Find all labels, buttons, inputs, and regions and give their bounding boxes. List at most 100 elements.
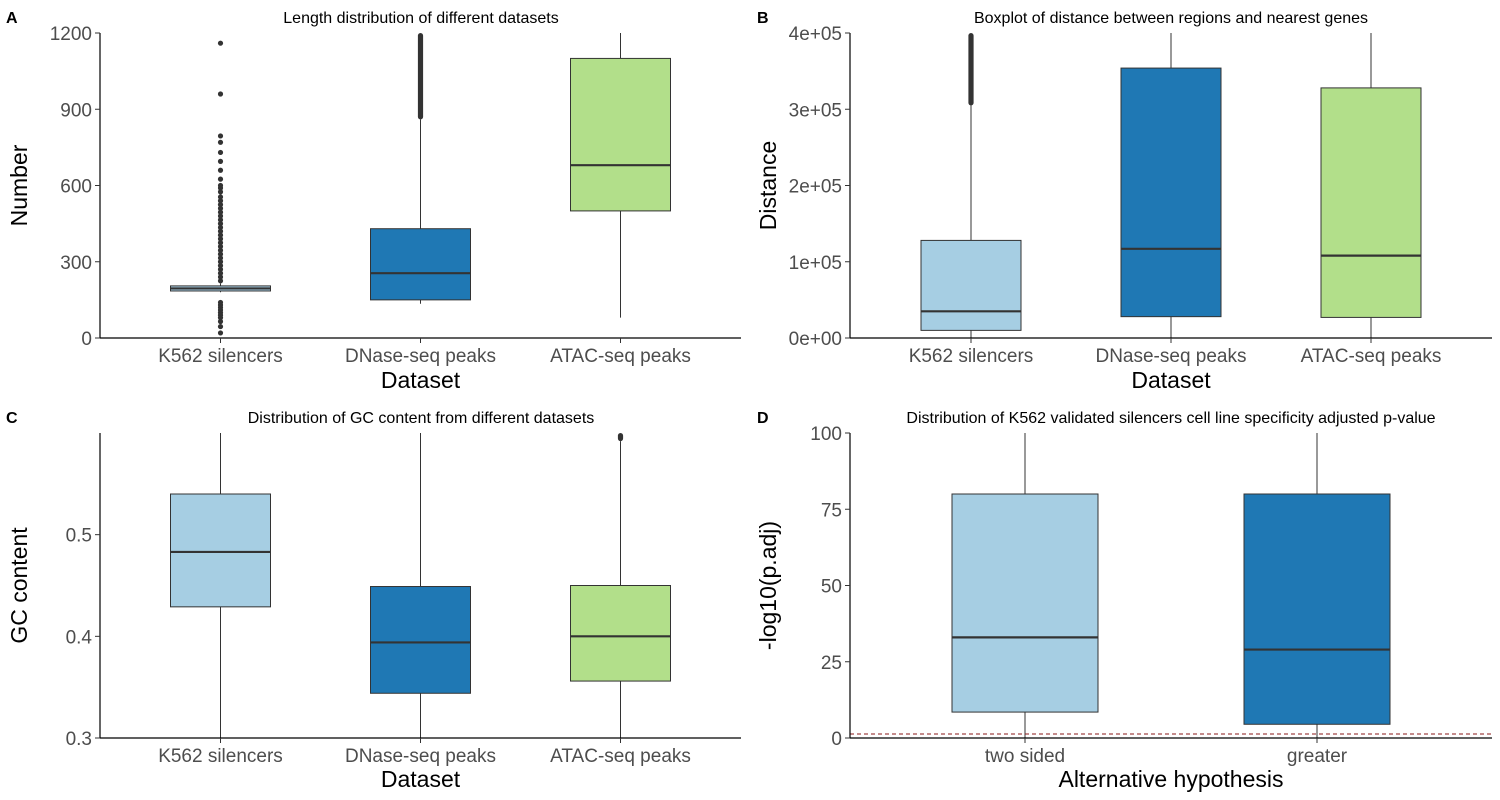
panel-letter: D	[757, 410, 769, 427]
outlier-point	[217, 176, 224, 182]
x-tick-label: DNase-seq peaks	[345, 746, 496, 767]
chart-title: Boxplot of distance between regions and …	[974, 10, 1368, 27]
x-axis-title: Dataset	[381, 766, 461, 792]
outlier-point	[217, 91, 224, 97]
y-tick-label: 0.5	[66, 526, 92, 547]
outlier-point	[217, 330, 224, 336]
y-tick-label: 0	[81, 329, 92, 350]
box-0	[951, 433, 1099, 738]
x-tick-label: greater	[1287, 746, 1348, 767]
box-1	[1120, 33, 1222, 338]
outlier-point	[217, 255, 224, 261]
y-axis-title: Distance	[755, 141, 781, 230]
box-0	[170, 40, 271, 336]
y-tick-label: 100	[810, 424, 842, 445]
outlier-point	[217, 149, 224, 156]
x-tick-label: K562 silencers	[158, 346, 283, 367]
y-tick-label: 4e+05	[789, 24, 842, 45]
outlier-point	[217, 205, 224, 211]
outlier-point	[217, 182, 224, 189]
outlier-point	[217, 224, 224, 231]
y-tick-label: 3e+05	[789, 100, 842, 121]
chart-title: Length distribution of different dataset…	[283, 10, 558, 27]
outlier-point	[217, 299, 224, 306]
outlier-point	[217, 201, 224, 208]
y-axis-title: Number	[6, 144, 32, 226]
x-tick-label: ATAC-seq peaks	[550, 746, 691, 767]
box-body	[1320, 87, 1422, 318]
box-body	[370, 228, 471, 301]
y-tick-label: 1e+05	[789, 253, 842, 274]
outlier-point	[217, 167, 224, 173]
panel-letter: B	[757, 10, 769, 27]
y-tick-label: 0	[831, 729, 842, 750]
y-tick-label: 300	[60, 253, 92, 274]
box-0	[170, 433, 271, 738]
outlier-band	[968, 33, 974, 106]
outlier-point	[217, 40, 224, 46]
x-tick-label: K562 silencers	[158, 746, 283, 767]
outlier-point	[217, 266, 224, 272]
box-body	[920, 239, 1022, 331]
outlier-point	[217, 221, 224, 227]
outlier-point	[217, 243, 224, 250]
chart-title: Distribution of GC content from differen…	[248, 410, 595, 427]
y-tick-label: 2e+05	[789, 177, 842, 198]
outlier-point	[217, 323, 224, 330]
outlier-point	[217, 240, 224, 246]
box-body	[1243, 493, 1391, 725]
y-tick-label: 0.4	[66, 627, 93, 648]
box-1	[370, 33, 471, 304]
x-tick-label: two sided	[985, 746, 1065, 767]
y-tick-label: 1200	[50, 24, 92, 45]
box-1	[1243, 433, 1391, 738]
y-tick-label: 50	[821, 577, 842, 598]
y-tick-label: 25	[821, 653, 842, 674]
outlier-point	[217, 274, 224, 280]
y-axis-title: -log10(p.adj)	[755, 521, 781, 650]
outlier-point	[217, 247, 224, 253]
outlier-point	[217, 139, 224, 145]
y-axis-title: GC content	[6, 527, 32, 644]
panel-a: A Length distribution of different datase…	[6, 10, 741, 393]
panel-letter: A	[6, 10, 18, 27]
outlier-point	[217, 318, 224, 325]
outlier-point	[217, 133, 224, 139]
box-body	[1120, 67, 1222, 318]
box-body	[570, 585, 671, 682]
outlier-band	[617, 433, 624, 442]
outlier-point	[217, 232, 224, 238]
outlier-point	[217, 209, 224, 215]
panel-d: D Distribution of K562 validated silencer…	[755, 410, 1492, 792]
outlier-point	[217, 251, 224, 257]
panel-letter: C	[6, 410, 18, 427]
x-axis-title: Dataset	[381, 367, 461, 393]
x-axis-title: Alternative hypothesis	[1058, 766, 1283, 792]
box-body	[370, 586, 471, 694]
box-2	[570, 33, 671, 318]
box-body	[951, 493, 1099, 713]
box-2	[1320, 33, 1422, 338]
chart-title: Distribution of K562 validated silencers…	[906, 410, 1435, 427]
outlier-point	[217, 217, 224, 223]
y-tick-label: 75	[821, 500, 842, 521]
outlier-point	[217, 194, 224, 200]
box-1	[370, 433, 471, 738]
box-2	[570, 433, 671, 738]
y-tick-label: 0e+00	[789, 329, 842, 350]
y-tick-label: 900	[60, 100, 92, 121]
box-body	[170, 493, 271, 608]
outlier-point	[217, 236, 224, 242]
outlier-point	[217, 278, 224, 284]
outlier-point	[217, 213, 224, 219]
x-axis-title: Dataset	[1131, 367, 1211, 393]
outlier-point	[217, 158, 224, 164]
panel-c: C Distribution of GC content from differe…	[6, 410, 741, 792]
x-tick-label: DNase-seq peaks	[345, 346, 496, 367]
outlier-band	[417, 33, 424, 120]
box-0	[920, 33, 1022, 338]
outlier-point	[217, 228, 224, 234]
x-tick-label: ATAC-seq peaks	[1301, 346, 1442, 367]
x-tick-label: K562 silencers	[909, 346, 1034, 367]
